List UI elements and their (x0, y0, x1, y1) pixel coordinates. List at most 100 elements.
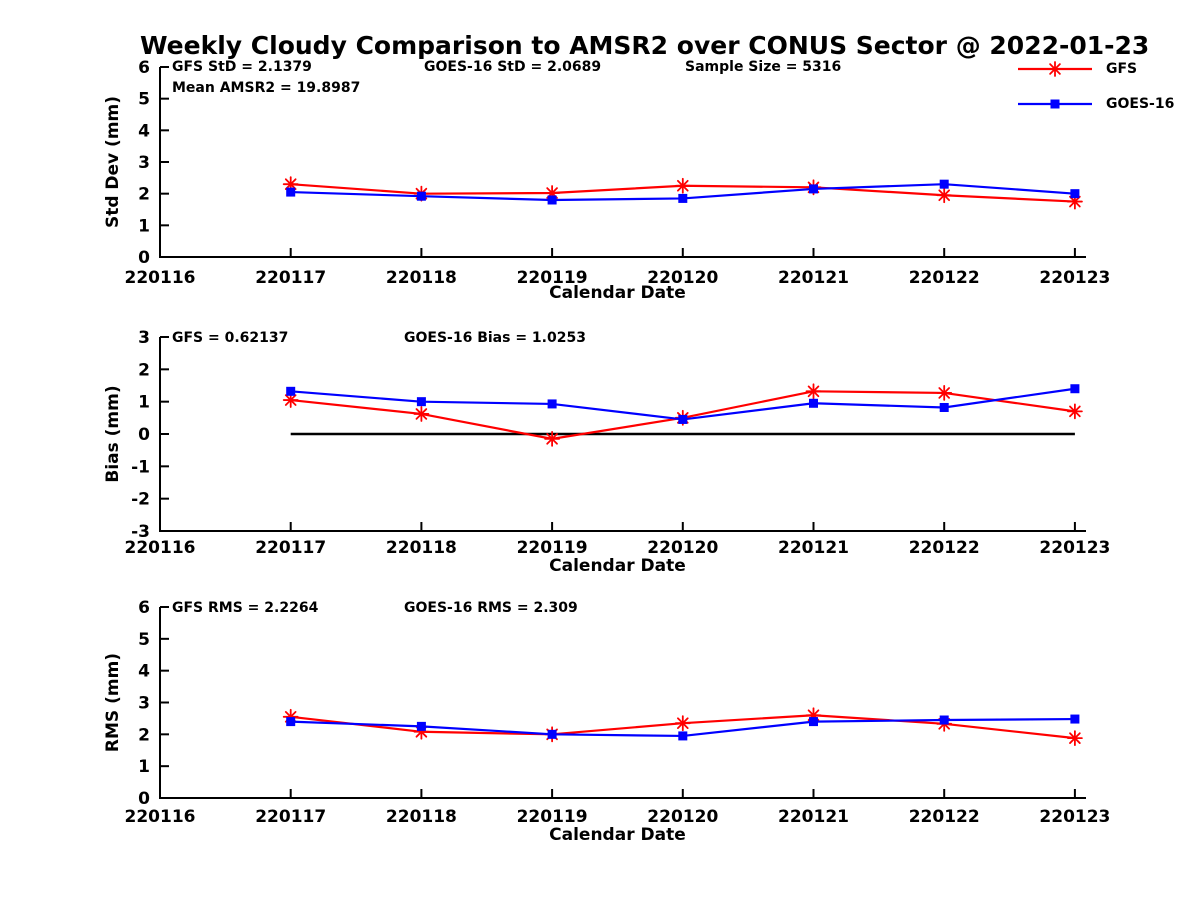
x-tick-label: 220122 (909, 268, 980, 288)
y-tick-label: 1 (138, 216, 150, 236)
x-tick-label: 220117 (255, 538, 326, 558)
legend: GFS GOES-16 (1016, 60, 1174, 130)
annotation-goes-16: GOES-16 StD = 2.0689 (424, 59, 601, 75)
star-spoke (677, 717, 689, 729)
goes16-marker (286, 717, 296, 727)
goes16-marker (416, 191, 426, 201)
x-tick-label: 220119 (517, 807, 588, 827)
goes16-marker (939, 715, 949, 725)
gfs-marker (805, 383, 822, 400)
gfs-marker (936, 385, 953, 401)
x-tick-label: 220122 (909, 807, 980, 827)
y-tick-label: 0 (138, 425, 150, 445)
goes16-marker (1070, 384, 1080, 394)
star-spoke (807, 385, 820, 398)
chart-title: Weekly Cloudy Comparison to AMSR2 over C… (140, 31, 1150, 60)
gfs-marker (674, 177, 691, 194)
y-tick-label: 3 (138, 328, 150, 348)
x-tick-label: 220116 (125, 807, 196, 827)
legend-label-gfs: GFS (1106, 61, 1138, 77)
star-spoke (1069, 405, 1081, 418)
goes16-marker (939, 402, 949, 412)
gfs-marker (282, 392, 299, 408)
legend-marker (1047, 61, 1063, 77)
x-tick-label: 220123 (1039, 538, 1110, 558)
goes16-marker (809, 184, 818, 194)
x-tick-label: 220118 (386, 268, 457, 288)
annotation-goes-16: GOES-16 RMS = 2.309 (404, 600, 578, 616)
legend-item-goes16: GOES-16 (1016, 95, 1174, 113)
goes16-marker (1070, 189, 1080, 199)
x-axis-title: Calendar Date (549, 556, 686, 576)
x-tick-label: 220122 (909, 538, 980, 558)
x-tick-label: 220118 (386, 807, 457, 827)
bias-plot: -3 -2 -1 0 1 2 3 220116 220117 220118 220119 220120… (103, 328, 1110, 576)
goes16-marker (547, 195, 557, 205)
legend-item-gfs: GFS (1016, 60, 1174, 78)
x-tick-label: 220123 (1039, 268, 1110, 288)
y-axis-title: Std Dev (mm) (103, 96, 123, 228)
y-tick-label: -1 (131, 457, 150, 477)
annotation-gfs: GFS StD = 2.1379 (172, 59, 312, 75)
goes16-marker (547, 729, 557, 739)
annotation-sample: Sample Size = 5316 (685, 59, 841, 75)
x-axis-title: Calendar Date (549, 825, 686, 845)
annotation-mean: Mean AMSR2 = 19.8987 (172, 80, 360, 96)
legend-marker (1050, 99, 1060, 109)
y-tick-label: 1 (138, 757, 150, 777)
x-axis-title: Calendar Date (549, 283, 686, 303)
x-tick-label: 220116 (125, 538, 196, 558)
goes16-line-square-icon (1018, 99, 1092, 109)
annotation-gfs: GFS = 0.62137 (172, 330, 288, 346)
y-tick-label: 2 (138, 185, 150, 205)
x-tick-label: 220120 (647, 268, 718, 288)
goes16-marker (678, 414, 688, 424)
y-tick-label: 6 (138, 598, 150, 618)
y-tick-label: 1 (138, 393, 150, 413)
star-spoke (284, 394, 297, 406)
star-spoke (1069, 732, 1081, 744)
legend-label-goes16: GOES-16 (1106, 96, 1175, 112)
goes16-marker (286, 187, 296, 197)
annotation-goes-16: GOES-16 Bias = 1.0253 (404, 330, 586, 346)
goes16-marker (286, 386, 296, 396)
x-tick-label: 220121 (778, 807, 849, 827)
y-tick-label: 0 (138, 248, 150, 268)
gfs-marker (936, 187, 953, 204)
gfs-marker (413, 406, 430, 422)
star-spoke (415, 408, 428, 420)
gfs-marker (1067, 730, 1083, 747)
y-tick-label: 2 (138, 725, 150, 745)
annotation-gfs: GFS RMS = 2.2264 (172, 600, 319, 616)
x-tick-label: 220121 (778, 538, 849, 558)
y-tick-label: -3 (131, 522, 150, 542)
x-tick-label: 220119 (517, 268, 588, 288)
y-tick-label: 3 (138, 153, 150, 173)
gfs-marker (674, 715, 691, 732)
star-spoke (546, 433, 558, 445)
x-tick-label: 220118 (386, 538, 457, 558)
goes16-marker (939, 179, 949, 189)
x-tick-label: 220120 (647, 807, 718, 827)
y-tick-label: 4 (138, 121, 150, 141)
x-tick-label: 220121 (778, 268, 849, 288)
star-spoke (1069, 195, 1081, 208)
x-tick-label: 220117 (255, 807, 326, 827)
x-tick-label: 220117 (255, 268, 326, 288)
star-spoke (938, 387, 950, 399)
y-tick-label: 0 (138, 789, 150, 809)
goes16-marker (416, 721, 426, 731)
y-axis-title: Bias (mm) (103, 385, 123, 482)
y-tick-label: 6 (138, 58, 150, 78)
star-spoke (938, 189, 950, 202)
rms-plot: 0 1 2 3 4 5 6 220116 220117 220118 220119 220120 220… (103, 598, 1110, 845)
goes16-marker (809, 398, 818, 408)
gfs-line-star-icon (1018, 61, 1092, 77)
x-tick-label: 220123 (1039, 807, 1110, 827)
goes16-marker (678, 193, 688, 203)
y-tick-label: 5 (138, 630, 150, 650)
y-tick-label: 2 (138, 360, 150, 380)
gfs-marker (1067, 403, 1083, 420)
